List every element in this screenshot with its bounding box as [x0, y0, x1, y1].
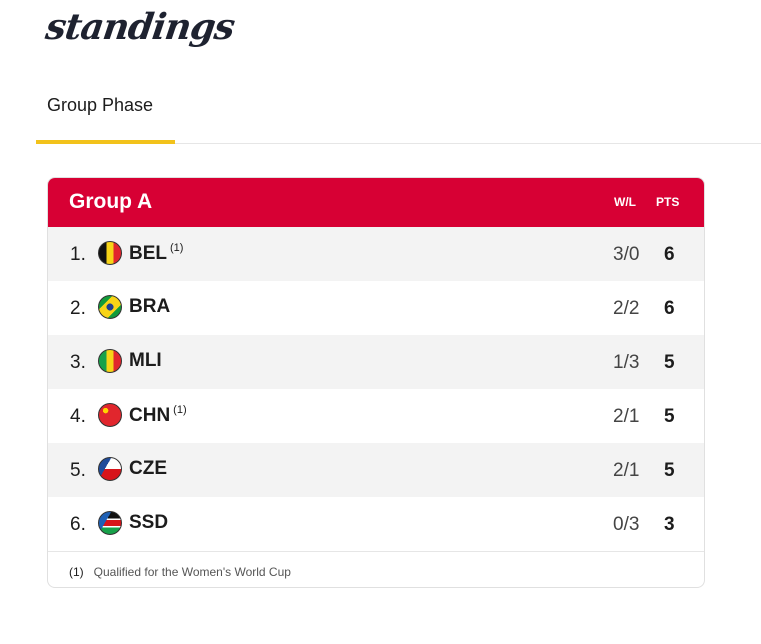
team-code-text: BEL: [129, 243, 167, 264]
team-code[interactable]: MLI: [129, 350, 162, 372]
rank: 3.: [70, 352, 86, 373]
team-code[interactable]: BRA: [129, 296, 170, 318]
points: 5: [664, 406, 675, 427]
footnote-text: Qualified for the Women's World Cup: [93, 565, 291, 579]
team-code-text: CZE: [129, 458, 167, 479]
points: 3: [664, 514, 675, 535]
rank: 5.: [70, 460, 86, 481]
team-code-text: BRA: [129, 296, 171, 317]
footnote: (1) Qualified for the Women's World Cup: [48, 551, 704, 587]
points: 5: [664, 352, 675, 373]
team-code[interactable]: CZE: [129, 458, 167, 480]
group-title: Group A: [69, 190, 153, 213]
table-row[interactable]: 6. SSD 0/3 3: [48, 497, 704, 551]
brazil-flag-icon: [98, 295, 122, 319]
south-sudan-flag-icon: [98, 511, 122, 535]
win-loss: 2/2: [613, 298, 640, 319]
column-wl: W/L: [614, 195, 636, 209]
table-row[interactable]: 1. BEL (1) 3/0 6: [48, 227, 704, 281]
win-loss: 3/0: [613, 244, 640, 265]
rank: 1.: [70, 244, 86, 265]
rank: 6.: [70, 514, 86, 535]
points: 6: [664, 244, 675, 265]
czechia-flag-icon: [98, 457, 122, 481]
qualified-note: (1): [173, 404, 187, 416]
mali-flag-icon: [98, 349, 122, 373]
team-code-text: SSD: [129, 512, 169, 533]
win-loss: 2/1: [613, 460, 640, 481]
team-code[interactable]: CHN (1): [129, 404, 187, 427]
group-a-standings-table: Group A W/L PTS 1. BEL (1) 3/0 6 2. BRA 2/…: [47, 177, 705, 588]
column-pts: PTS: [656, 195, 680, 209]
tab-bar: Group Phase: [36, 84, 761, 144]
team-code[interactable]: BEL (1): [129, 242, 183, 265]
tab-group-phase[interactable]: Group Phase: [36, 84, 175, 144]
china-flag-icon: [98, 403, 122, 427]
points: 6: [664, 298, 675, 319]
table-header: Group A W/L PTS: [48, 178, 704, 227]
table-row[interactable]: 3. MLI 1/3 5: [48, 335, 704, 389]
rank: 2.: [70, 298, 86, 319]
team-code-text: CHN: [129, 405, 171, 426]
table-row[interactable]: 2. BRA 2/2 6: [48, 281, 704, 335]
win-loss: 2/1: [613, 406, 640, 427]
footnote-marker: (1): [69, 565, 84, 579]
qualified-note: (1): [170, 242, 184, 254]
team-code[interactable]: SSD: [129, 512, 168, 534]
team-code-text: MLI: [129, 350, 162, 371]
rank: 4.: [70, 406, 86, 427]
win-loss: 1/3: [613, 352, 640, 373]
points: 5: [664, 460, 675, 481]
standings-logo: standings: [43, 6, 237, 48]
win-loss: 0/3: [613, 514, 640, 535]
table-row[interactable]: 4. CHN (1) 2/1 5: [48, 389, 704, 443]
belgium-flag-icon: [98, 241, 122, 265]
table-row[interactable]: 5. CZE 2/1 5: [48, 443, 704, 497]
